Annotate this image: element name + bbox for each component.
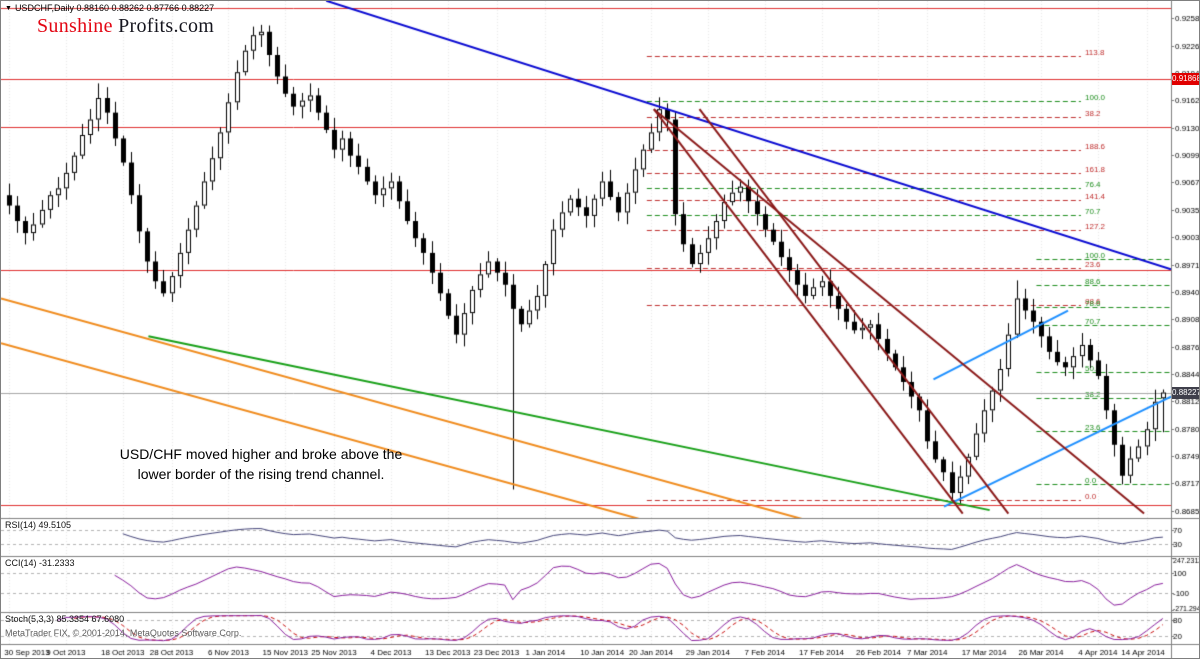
watermark-sunshine: Sunshine xyxy=(37,15,113,37)
trend-annotation: USD/CHF moved higher and broke above the… xyxy=(105,444,417,484)
chart-collapse-icon[interactable]: ▼ xyxy=(5,5,12,12)
copyright-text: MetaTrader FIX, © 2001-2014, MetaQuotes … xyxy=(5,628,242,638)
ohlc-values: 0.88160 0.88262 0.87766 0.88227 xyxy=(76,3,215,13)
symbol-period-label: USDCHF,Daily xyxy=(14,3,74,13)
annotation-line-2: lower border of the rising trend channel… xyxy=(137,466,385,482)
watermark-profits: Profits.com xyxy=(118,15,215,37)
stoch-panel-label: Stoch(5,3,3) 85.3354 67.6080 xyxy=(5,614,125,624)
rsi-panel-label: RSI(14) 49.5105 xyxy=(5,520,72,530)
watermark: Sunshine Profits.com xyxy=(37,15,214,38)
symbol-ohlc-bar: ▼ USDCHF,Daily 0.88160 0.88262 0.87766 0.… xyxy=(5,3,214,13)
current-price-badge: 0.88227 xyxy=(1172,387,1200,399)
cci-panel-label: CCI(14) -31.2333 xyxy=(5,558,75,568)
resistance-price-badge: 0.91868 xyxy=(1172,73,1200,85)
annotation-line-1: USD/CHF moved higher and broke above the xyxy=(119,446,403,462)
